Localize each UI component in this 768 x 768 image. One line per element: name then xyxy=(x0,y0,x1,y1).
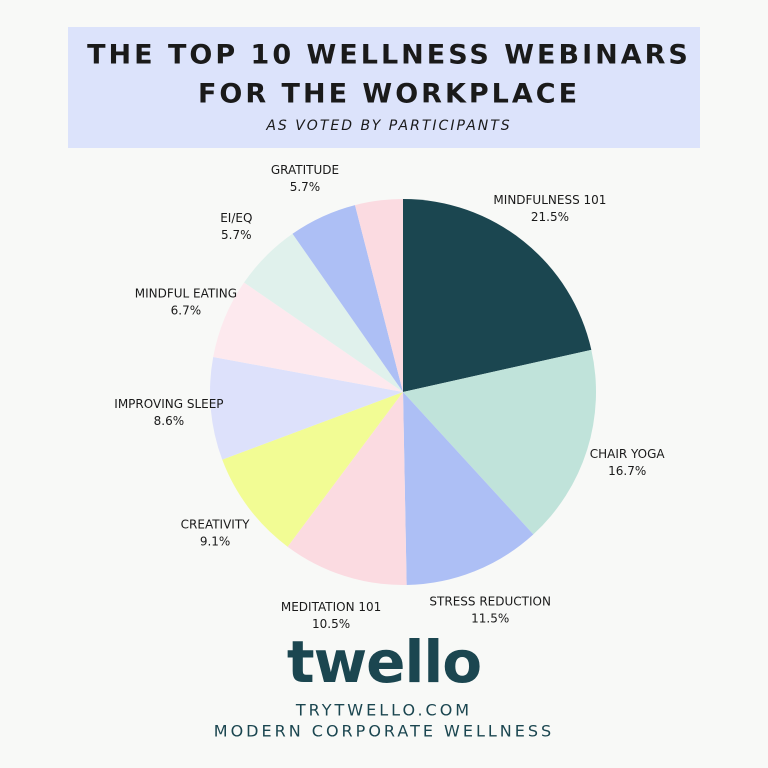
pie-slice xyxy=(244,233,403,392)
slice-value-label: 16.7% xyxy=(608,464,646,478)
slice-label: MINDFULNESS 101 xyxy=(493,193,606,207)
chart-title: FOR THE WORKPLACE xyxy=(198,79,580,110)
slice-value-label: 21.5% xyxy=(531,210,569,224)
pie: MINDFULNESS 101 21.5% CHAIR YOGA 16.7% STRES… xyxy=(114,163,665,631)
pie-slice xyxy=(222,392,403,547)
slice-value-label: 6.7% xyxy=(171,304,202,318)
slice-label: EI/EQ xyxy=(220,211,252,225)
chart-title: THE TOP 10 WELLNESS WEBINARS xyxy=(87,40,691,71)
pie-slice xyxy=(287,392,407,585)
footer-tagline: MODERN CORPORATE WELLNESS xyxy=(214,722,554,741)
slice-value-label: 5.7% xyxy=(290,180,321,194)
pie-slice xyxy=(292,205,403,392)
slice-label: IMPROVING SLEEP xyxy=(114,397,223,411)
pie-slice xyxy=(403,349,596,535)
slice-value-label: 10.5% xyxy=(312,617,350,631)
slice-label: GRATITUDE xyxy=(271,163,339,177)
header-box xyxy=(68,27,700,148)
slice-value-label: 11.5% xyxy=(471,612,509,626)
slice-label: MEDITATION 101 xyxy=(281,600,381,614)
pie-slice xyxy=(403,392,534,585)
chart-subtitle: AS VOTED BY PARTICIPANTS xyxy=(265,118,511,134)
slice-value-label: 9.1% xyxy=(200,535,231,549)
logo: twello xyxy=(287,628,481,696)
pie-slice xyxy=(209,357,403,460)
pie-slice xyxy=(213,282,403,392)
pie-slice xyxy=(355,199,403,392)
slice-value-label: 8.6% xyxy=(154,414,185,428)
footer-url: TRYTWELLO.COM xyxy=(295,701,472,720)
slice-label: STRESS REDUCTION xyxy=(429,595,551,609)
slice-label: CREATIVITY xyxy=(181,518,251,532)
slice-label: MINDFUL EATING xyxy=(135,287,237,301)
slice-label: CHAIR YOGA xyxy=(590,447,666,461)
pie-slice xyxy=(403,199,592,392)
slice-value-label: 5.7% xyxy=(221,228,252,242)
